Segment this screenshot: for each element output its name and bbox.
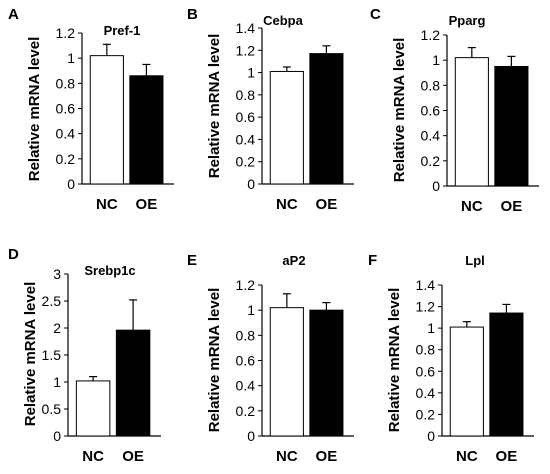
bar-nc: [269, 307, 304, 437]
chart-title: Pref-1: [104, 23, 141, 38]
x-category-label: NC: [461, 198, 483, 215]
y-tick-label: 0.6: [56, 101, 76, 117]
y-tick-label: 3: [53, 266, 61, 282]
bar-oe: [309, 309, 344, 437]
y-tick-label: 1.2: [421, 27, 441, 43]
bar-oe: [489, 312, 524, 437]
y-tick-label: 0.8: [236, 327, 256, 343]
panel-letter: D: [8, 246, 19, 263]
panel-letter: A: [8, 6, 19, 23]
x-category-label: OE: [316, 196, 338, 213]
bar-oe: [309, 53, 344, 185]
bar-oe: [494, 65, 529, 187]
panel-d: D Srebp1c Relative mRNA level 0 0.5 1 1.5 2 2.5 3…: [8, 246, 161, 465]
y-tick-label: 0: [67, 176, 75, 192]
bar-oe: [115, 329, 151, 437]
x-category-label: OE: [122, 448, 144, 465]
y-tick-label: 0: [247, 428, 255, 444]
bar-nc: [449, 326, 484, 437]
y-tick-label: 0.4: [236, 378, 256, 394]
x-category-label: NC: [456, 448, 478, 465]
chart-title: Cebpa: [263, 13, 304, 28]
y-tick-label: 1: [53, 374, 61, 390]
y-tick-label: 0.2: [421, 153, 441, 169]
y-tick-label: 1.2: [416, 299, 436, 315]
y-tick-label: 1: [427, 320, 435, 336]
y-tick-label: 0.2: [56, 151, 76, 167]
panel-letter: F: [368, 252, 377, 269]
x-category-label: NC: [276, 196, 298, 213]
panel-c: C Pparg Relative mRNA level 0 0.2 0.4 0.6 0.8 1 1…: [370, 6, 539, 215]
y-tick-label: 0.2: [236, 154, 256, 170]
x-category-label: NC: [96, 196, 118, 213]
y-tick-label: 1: [67, 50, 75, 66]
x-category-label: NC: [276, 448, 298, 465]
y-tick-label: 1: [247, 302, 255, 318]
y-tick-label: 2.5: [42, 293, 62, 309]
y-tick-label: 0: [247, 176, 255, 192]
bar-nc: [454, 57, 489, 187]
x-category-label: NC: [82, 448, 104, 465]
y-tick-label: 0.4: [421, 128, 441, 144]
y-tick-label: 1.2: [236, 42, 256, 58]
y-axis-label: Relative mRNA level: [26, 37, 43, 182]
x-category-label: OE: [501, 198, 523, 215]
x-category-label: OE: [496, 448, 518, 465]
y-tick-label: 0.8: [421, 77, 441, 93]
y-tick-label: 0.6: [236, 353, 256, 369]
y-tick-label: 0.6: [416, 363, 436, 379]
y-tick-label: 0.6: [236, 109, 256, 125]
panel-b: B Cebpa Relative mRNA level 0 0.2 0.4 0.6 0.8 1 1…: [187, 6, 354, 213]
y-tick-label: 0.8: [56, 75, 76, 91]
y-tick-label: 0.2: [236, 403, 256, 419]
y-tick-label: 1.2: [236, 277, 256, 293]
y-axis-label: Relative mRNA level: [206, 34, 223, 179]
y-tick-label: 0: [53, 428, 61, 444]
y-tick-label: 0.4: [416, 385, 436, 401]
y-tick-label: 0.5: [42, 401, 62, 417]
x-category-label: OE: [316, 448, 338, 465]
panel-letter: E: [187, 252, 197, 269]
y-tick-label: 0: [427, 428, 435, 444]
y-axis-label: Relative mRNA level: [22, 282, 39, 427]
y-tick-label: 0.8: [236, 87, 256, 103]
chart-title: Srebp1c: [84, 263, 135, 278]
panel-letter: C: [370, 6, 381, 23]
x-category-label: OE: [136, 196, 158, 213]
bar-oe: [129, 75, 164, 185]
panel-letter: B: [187, 6, 198, 23]
y-axis-label: Relative mRNA level: [386, 288, 403, 433]
y-tick-label: 1.5: [42, 347, 62, 363]
bar-nc: [75, 380, 111, 437]
chart-title: Lpl: [465, 253, 485, 268]
y-tick-label: 0.4: [56, 126, 76, 142]
y-axis-label: Relative mRNA level: [391, 38, 408, 183]
y-tick-label: 1.4: [236, 20, 256, 36]
y-tick-label: 1.2: [56, 25, 76, 41]
chart-title: aP2: [282, 253, 305, 268]
y-tick-label: 2: [53, 320, 61, 336]
y-tick-label: 0.2: [416, 406, 436, 422]
bar-nc: [269, 70, 304, 185]
y-tick-label: 0.4: [236, 131, 256, 147]
y-tick-label: 1.4: [416, 277, 436, 293]
y-tick-label: 0.8: [416, 342, 436, 358]
panel-a: A Pref-1 Relative mRNA level 0 0.2 0.4 0.6 0.8 1…: [8, 6, 174, 213]
y-axis-label: Relative mRNA level: [206, 288, 223, 433]
y-tick-label: 0: [432, 178, 440, 194]
panel-f: F Lpl Relative mRNA level 0 0.2 0.4 0.6 0.8 1 1.2…: [368, 252, 534, 465]
y-tick-label: 0.6: [421, 103, 441, 119]
y-tick-label: 1: [247, 65, 255, 81]
chart-title: Pparg: [449, 13, 486, 28]
bar-nc: [89, 55, 124, 185]
y-tick-label: 1: [432, 52, 440, 68]
